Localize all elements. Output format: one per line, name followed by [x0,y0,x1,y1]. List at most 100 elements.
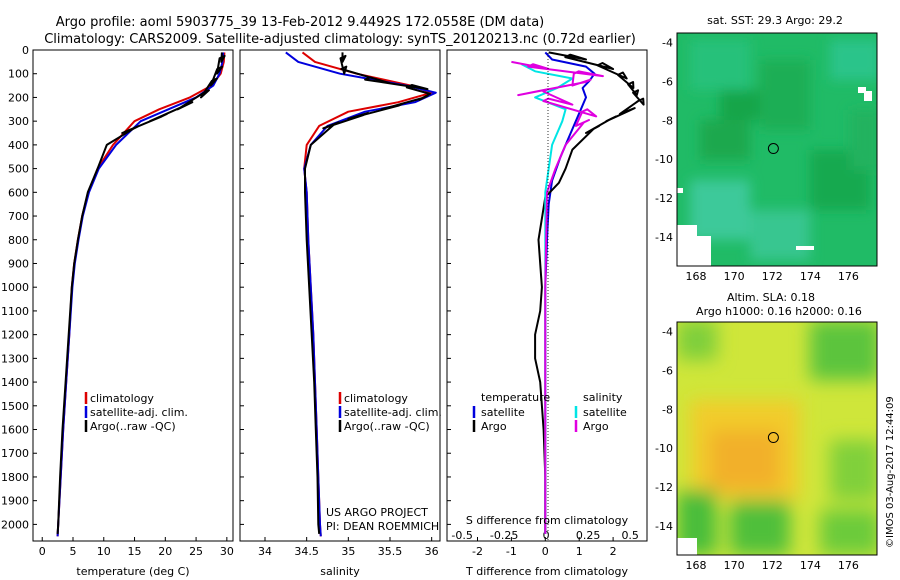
y-tick-label: 1100 [1,305,29,318]
sla-map-title-line1: Altim. SLA: 0.18 [727,291,815,304]
map-x-tick-label: 172 [762,270,783,283]
y-tick-label: 1300 [1,352,29,365]
series-line-satellite-adj-clim- [285,51,437,537]
legend-t-argo-label: Argo [481,420,507,433]
difference-legend: temperature salinity satellite Argo sate… [472,391,627,433]
map-y-tick-label: -6 [662,365,673,378]
temperature-plot-frame [32,49,234,542]
legend-satellite-label: satellite-adj. clim. [90,406,188,419]
y-tick-label: 400 [8,139,29,152]
x-tick-label: 35 [341,545,355,558]
sst-map-field [677,33,877,266]
series-line-climatology [301,51,433,537]
x-tick-label: 15 [128,545,142,558]
legend-temperature-title: temperature [481,391,550,404]
x-tick-label: 0 [542,545,549,558]
y-tick-label: 900 [8,257,29,270]
x-tick-label: 20 [158,545,172,558]
y-tick-label: 300 [8,115,29,128]
x-tick-label: 2 [610,545,617,558]
legend-satellite-label: satellite-adj. clim. [344,406,442,419]
sla-profile-location-marker [767,432,779,444]
salinity-xlabel: salinity [320,565,360,578]
legend-climatology-label: climatology [344,392,408,405]
temperature-lines [56,52,226,537]
sla-map-field [677,322,877,555]
x-tick-label: 0 [39,545,46,558]
y-tick-label: 1400 [1,376,29,389]
top-x-tick-label: 0.25 [576,529,601,542]
y-tick-label: 1500 [1,400,29,413]
map-x-tick-label: 170 [724,270,745,283]
y-tick-label: 600 [8,186,29,199]
map-x-tick-label: 168 [686,559,707,572]
x-tick-label: 34 [258,545,272,558]
map-x-tick-label: 176 [838,270,859,283]
map-y-tick-label: -12 [655,481,673,494]
y-tick-label: 1000 [1,281,29,294]
legend-argo-label: Argo(..raw -QC) [90,420,176,433]
map-x-tick-label: 172 [762,559,783,572]
x-tick-label: -1 [506,545,517,558]
top-x-tick-label: 0.5 [621,529,639,542]
top-x-tick-label: 0 [543,529,550,542]
y-tick-label: 1800 [1,471,29,484]
y-tick-label: 100 [8,68,29,81]
figure-title-line2: Climatology: CARS2009. Satellite-adjuste… [44,32,636,47]
y-tick-label: 700 [8,210,29,223]
figure-title-line1: Argo profile: aoml 5903775_39 13-Feb-201… [56,15,545,30]
x-tick-label: -2 [472,545,483,558]
axes-ticks: 0 5 10 15 20 25 300100200300400500600700800900… [1,37,859,572]
map-x-tick-label: 168 [686,270,707,283]
difference-xlabel: T difference from climatology [465,565,628,578]
map-y-tick-label: -10 [655,442,673,455]
map-y-tick-label: -14 [655,231,673,244]
y-tick-label: 500 [8,163,29,176]
x-tick-label: 36 [425,545,439,558]
top-x-tick-label: -0.25 [490,529,518,542]
map-y-tick-label: -10 [655,153,673,166]
temperature-legend: climatology satellite-adj. clim. Argo(..… [84,392,188,433]
map-y-tick-label: -8 [662,403,673,416]
map-x-tick-label: 176 [838,559,859,572]
difference-plot-frame [446,49,648,542]
sst-map-title: sat. SST: 29.3 Argo: 29.2 [707,14,843,27]
y-tick-label: 1700 [1,447,29,460]
x-tick-label: 35.5 [378,545,403,558]
sla-map-frame [676,321,878,556]
legend-t-satellite-label: satellite [481,406,525,419]
salinity-lines [285,51,437,537]
legend-argo-label: Argo(..raw -QC) [344,420,430,433]
sla-map-title-line2: Argo h1000: 0.16 h2000: 0.16 [696,305,862,318]
map-y-tick-label: -14 [655,520,673,533]
x-tick-label: 34.5 [294,545,319,558]
series-line-temperature-argo [534,51,645,534]
series-line-temperature-satellite [544,51,596,534]
series-line-argo-raw-qc- [56,52,226,534]
difference-top-xlabel: S difference from climatology [466,514,629,527]
map-x-tick-label: 174 [800,270,821,283]
x-tick-label: 25 [189,545,203,558]
map-y-tick-label: -8 [662,114,673,127]
project-annotation: US ARGO PROJECT [326,506,428,519]
salinity-legend: climatology satellite-adj. clim. Argo(..… [338,392,442,433]
imos-credit: ©IMOS 03-Aug-2017 12:44:09 [885,396,896,548]
y-tick-label: 2000 [1,518,29,531]
temperature-xlabel: temperature (deg C) [76,565,189,578]
sst-profile-location-marker [767,143,779,155]
legend-salinity-title: salinity [583,391,623,404]
pi-annotation: PI: DEAN ROEMMICH [326,520,439,533]
y-tick-label: 0 [22,44,29,57]
x-tick-label: 5 [70,545,77,558]
y-tick-label: 800 [8,234,29,247]
legend-s-satellite-label: satellite [583,406,627,419]
y-tick-label: 1200 [1,329,29,342]
y-tick-label: 200 [8,91,29,104]
map-y-tick-label: -4 [662,326,673,339]
legend-climatology-label: climatology [90,392,154,405]
series-line-salinity-argo [511,60,604,534]
series-line-salinity-satellite [521,63,574,534]
y-tick-label: 1900 [1,495,29,508]
sst-map-frame [676,32,878,267]
